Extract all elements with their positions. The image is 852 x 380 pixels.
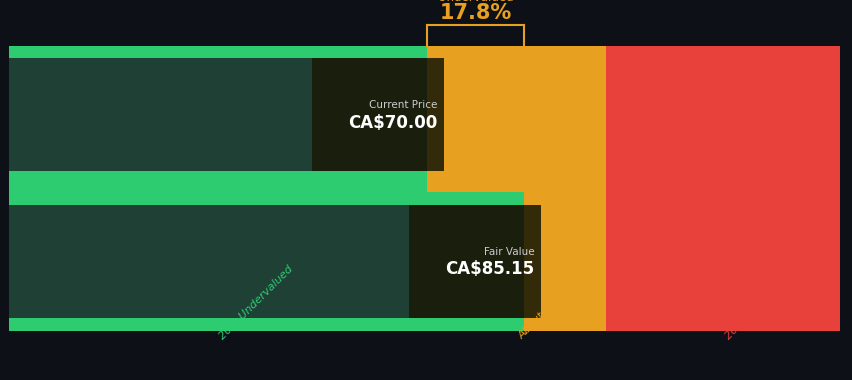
Bar	[426, 46, 605, 331]
Bar	[9, 59, 426, 171]
Text: CA$70.00: CA$70.00	[348, 114, 436, 131]
Bar	[605, 46, 839, 331]
Bar	[9, 192, 523, 205]
Text: 20% Overvalued: 20% Overvalued	[722, 269, 795, 342]
Text: 20% Undervalued: 20% Undervalued	[217, 264, 295, 342]
Text: Fair Value: Fair Value	[483, 247, 533, 257]
Bar	[409, 205, 540, 318]
Bar	[9, 171, 426, 184]
Text: 17.8%: 17.8%	[439, 3, 511, 23]
Text: Undervalued: Undervalued	[437, 0, 513, 4]
Bar	[9, 46, 426, 331]
Text: About Right: About Right	[515, 288, 569, 342]
Bar	[9, 46, 426, 59]
Bar	[9, 205, 523, 318]
Text: Current Price: Current Price	[368, 100, 436, 111]
Text: CA$85.15: CA$85.15	[445, 260, 533, 278]
Bar	[9, 318, 523, 331]
Bar	[311, 59, 443, 171]
